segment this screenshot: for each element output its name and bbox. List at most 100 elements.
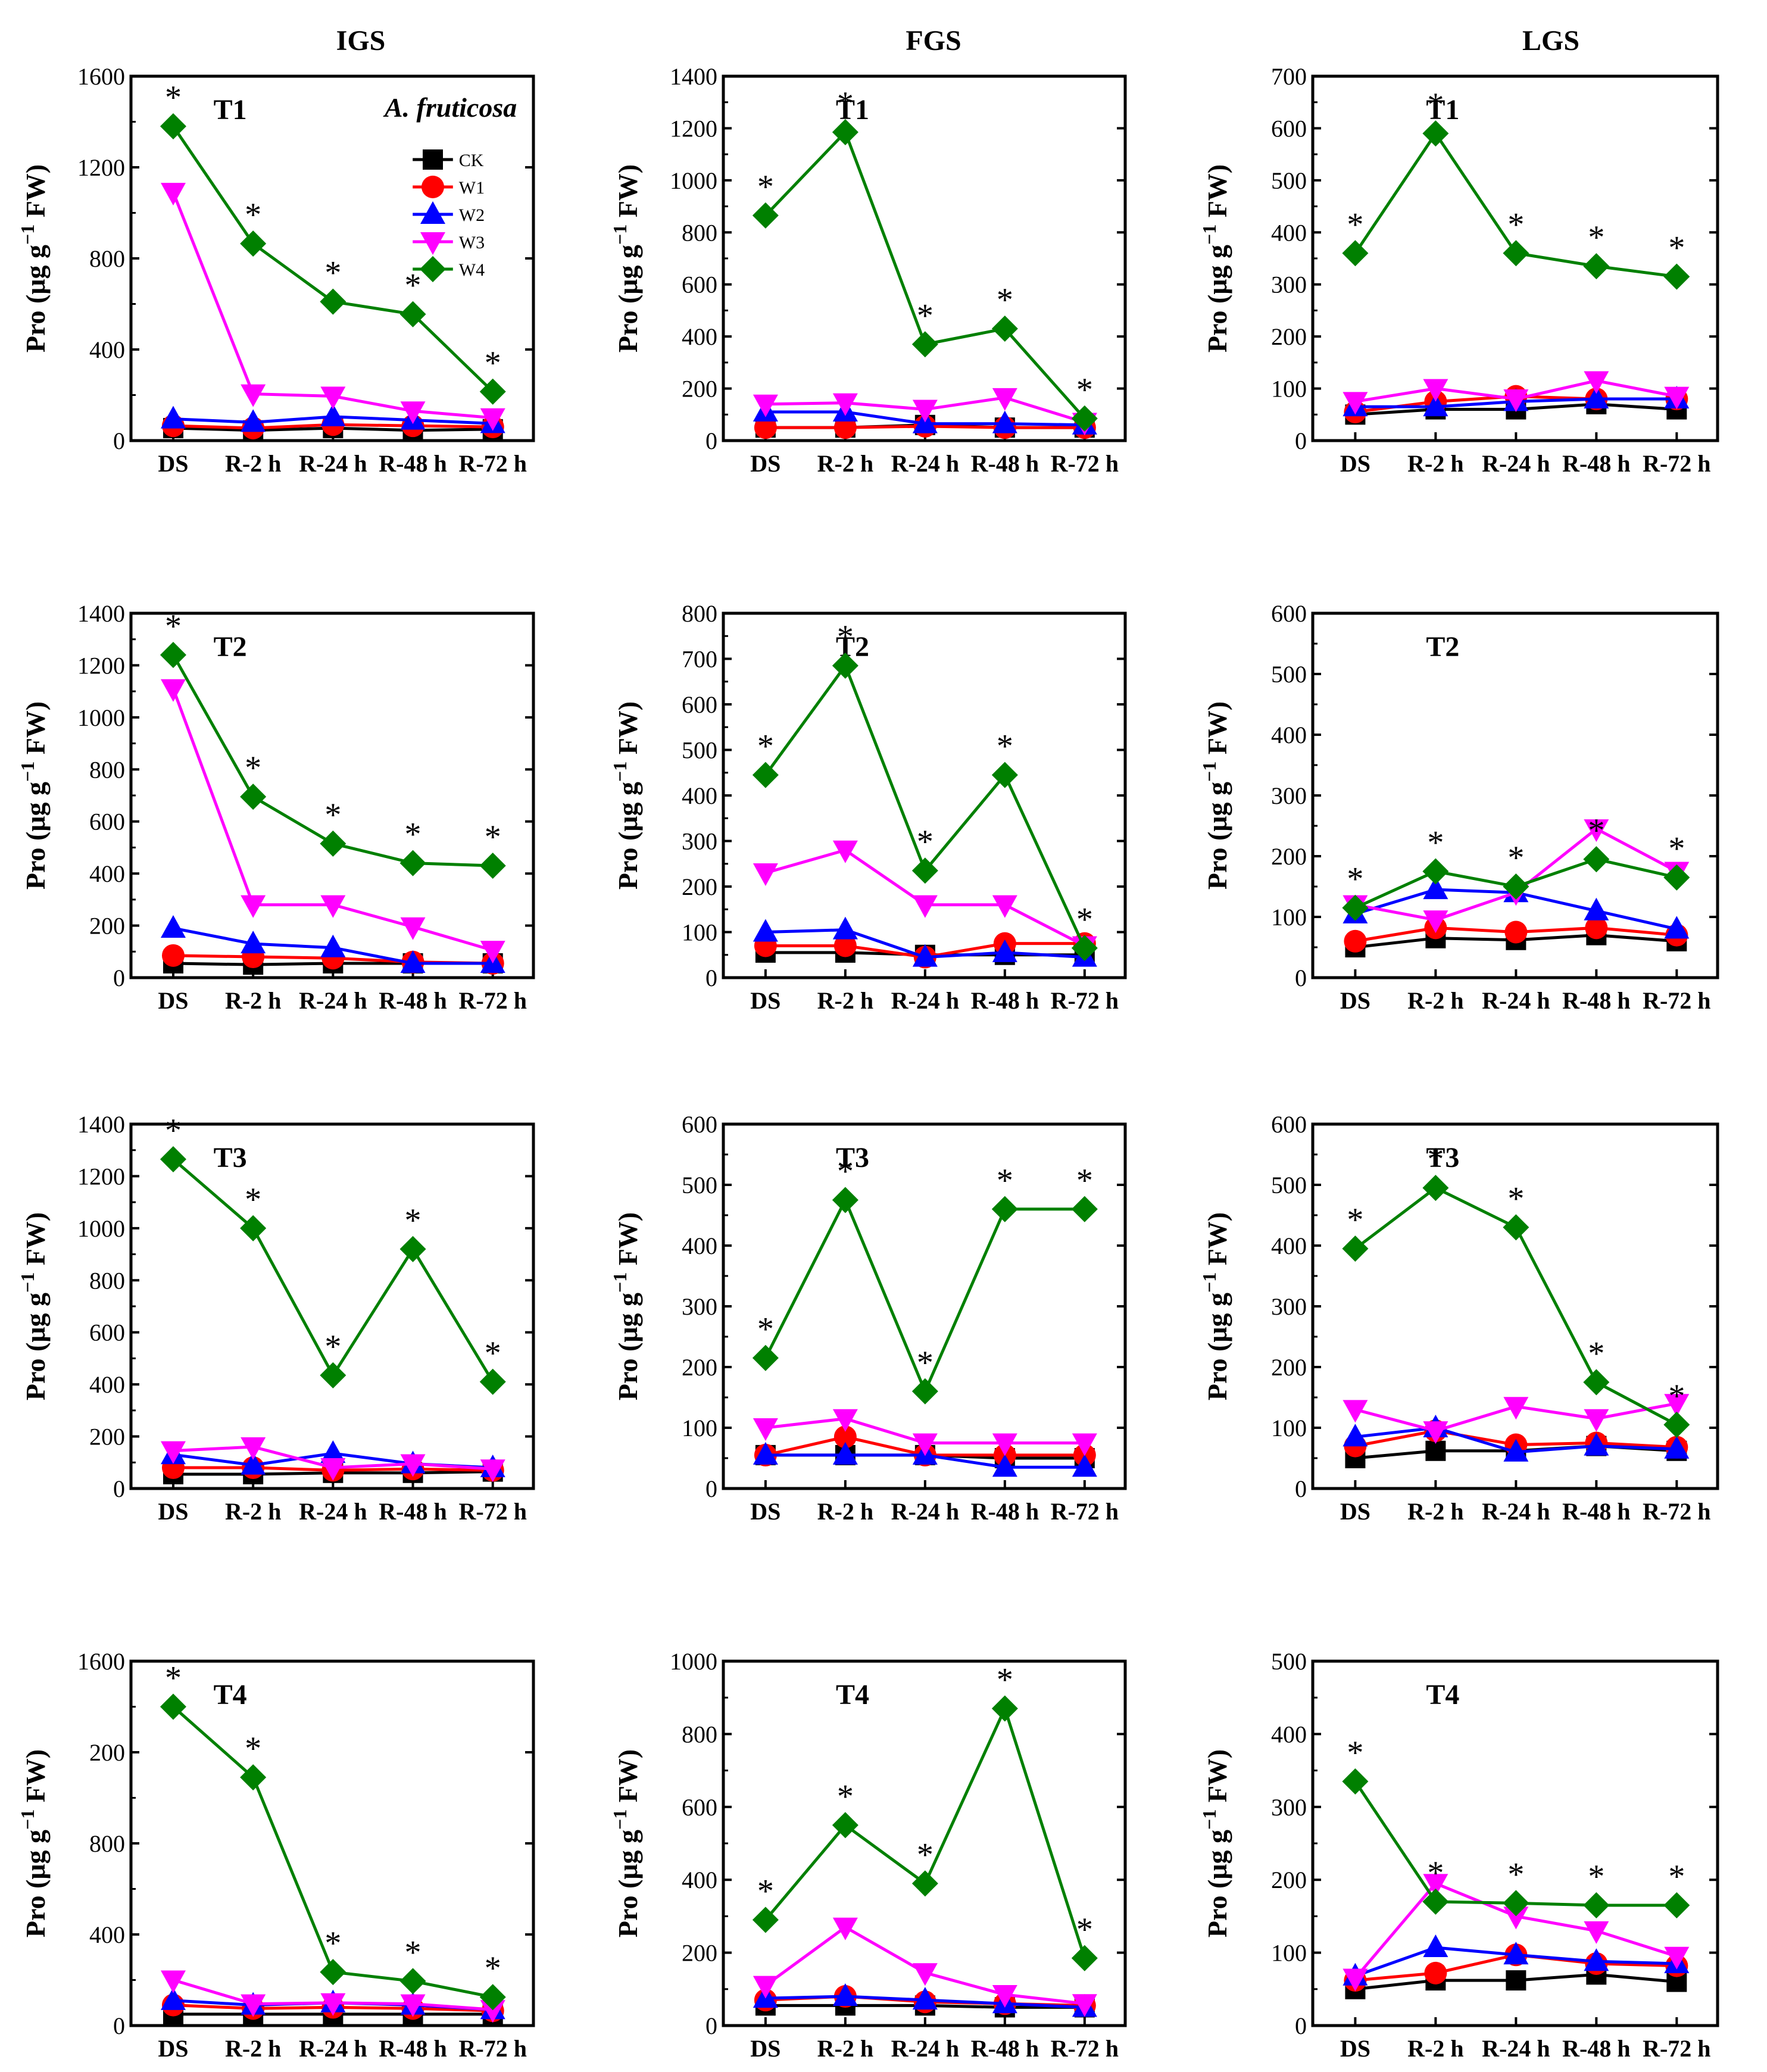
- significance-marker: *: [245, 1730, 261, 1767]
- y-tick-label: 600: [682, 272, 717, 298]
- significance-marker: *: [757, 168, 774, 205]
- data-point-w4: [160, 1693, 186, 1720]
- data-point-w3: [320, 1993, 346, 2016]
- data-point-w4: [1503, 873, 1529, 900]
- data-point-w4: [752, 1906, 779, 1933]
- series-w3: [160, 183, 505, 431]
- data-point-w3: [1664, 1394, 1690, 1417]
- data-point-w4: [1071, 1945, 1098, 1971]
- x-tick-label: R-2 h: [1407, 450, 1463, 477]
- series-w3: [160, 1970, 505, 2023]
- data-point-w2: [753, 1441, 778, 1465]
- data-point-w4: [1422, 1888, 1449, 1915]
- data-point-w3: [1503, 1397, 1529, 1420]
- data-point-w3: [1072, 1433, 1097, 1456]
- data-point-w1: [833, 416, 857, 439]
- data-point-w4: [1503, 1890, 1529, 1917]
- data-point-w2: [1584, 1433, 1609, 1456]
- legend-marker-w4: [420, 256, 446, 282]
- y-tick-label: 300: [1271, 782, 1307, 809]
- x-tick-label: R-2 h: [817, 987, 873, 1014]
- significance-marker: *: [1427, 825, 1444, 862]
- data-point-w3: [753, 863, 778, 887]
- panel-title: T1: [836, 94, 869, 126]
- y-tick-label: 0: [705, 965, 717, 991]
- y-tick-label: 400: [1271, 219, 1307, 246]
- significance-marker: *: [485, 1950, 501, 1987]
- data-point-w3: [753, 394, 778, 417]
- y-tick-label: 200: [89, 1739, 125, 1766]
- x-tick-label: DS: [158, 987, 188, 1014]
- y-tick-label: 1600: [77, 1648, 125, 1675]
- data-point-w2: [160, 915, 186, 938]
- y-tick-label: 1400: [77, 1111, 125, 1138]
- data-point-w3: [832, 1917, 858, 1940]
- y-tick-label: 100: [682, 1415, 717, 1441]
- chart-panel-fgs-t4: 0 200 400 600 800 1000 DS R-2 h R-24 h R-48 h R-72…: [609, 1648, 1127, 2062]
- data-point-w1: [1585, 916, 1608, 940]
- y-tick-label: 200: [1271, 323, 1307, 350]
- x-tick-label: R-2 h: [1407, 1498, 1463, 1525]
- y-axis-title-end: FW): [20, 164, 51, 224]
- data-point-w4: [1422, 1175, 1449, 1202]
- data-point-w4: [399, 1235, 426, 1262]
- data-point-w3: [1584, 371, 1609, 394]
- y-axis-title-main: Pro (μg g: [613, 1830, 643, 1937]
- significance-marker: *: [1668, 1378, 1685, 1415]
- y-axis-title-sup: −1: [609, 1272, 630, 1293]
- x-tick-label: R-48 h: [1562, 1498, 1630, 1525]
- data-point-w4: [1342, 1235, 1369, 1262]
- data-point-w2: [1664, 916, 1690, 939]
- x-tick-label: R-24 h: [891, 450, 959, 477]
- chart-panel-lgs-t3: 0 100 200 300 400 500 600 DS R-2 h R-24 h R-48 h R-…: [1198, 1111, 1719, 1525]
- y-tick-label: 400: [682, 323, 717, 350]
- series-w4: [1342, 120, 1690, 290]
- data-point-w3: [241, 895, 266, 918]
- significance-marker: *: [1588, 1858, 1604, 1895]
- y-tick-label: 400: [682, 1232, 717, 1259]
- data-point-w4: [479, 1984, 506, 2011]
- y-tick-label: 0: [113, 965, 125, 991]
- data-point-w4: [399, 850, 426, 876]
- chart-panel-lgs-t1: 0 100 200 300 400 500 600 700 DS R-2 h R-24 h R-48 …: [1198, 63, 1719, 477]
- y-axis-title-main: Pro (μg g: [20, 782, 51, 890]
- y-axis-title-sup: −1: [1198, 1809, 1220, 1830]
- x-tick-label: R-2 h: [225, 987, 281, 1014]
- data-point-w4: [160, 1146, 186, 1173]
- x-tick-label: R-48 h: [1562, 2035, 1630, 2062]
- significance-marker: *: [1347, 861, 1363, 898]
- y-tick-label: 200: [1271, 1867, 1307, 1893]
- y-tick-label: 400: [89, 1371, 125, 1398]
- y-tick-label: 800: [682, 600, 717, 627]
- x-tick-label: R-48 h: [379, 2035, 447, 2062]
- significance-marker: *: [324, 255, 341, 292]
- data-point-w1: [754, 416, 777, 439]
- series-w4: [1342, 1175, 1690, 1438]
- y-tick-label: 100: [1271, 1415, 1307, 1441]
- data-point-w2: [1584, 897, 1609, 920]
- significance-marker: *: [245, 1181, 261, 1218]
- data-point-w2: [1423, 876, 1448, 900]
- y-tick-label: 100: [682, 919, 717, 946]
- significance-marker: *: [917, 297, 934, 334]
- x-tick-label: DS: [750, 2035, 781, 2062]
- data-point-w3: [400, 1994, 426, 2017]
- y-axis-title: Pro (μg g−1 FW): [17, 1212, 51, 1400]
- y-tick-label: 200: [682, 1940, 717, 1967]
- data-point-w3: [912, 400, 938, 423]
- chart-panel-igs-t4: 0 400 800 200 1600 DS R-2 h R-24 h R-48 h R-72 h P…: [17, 1648, 535, 2062]
- data-point-w2: [832, 916, 858, 940]
- y-axis-title-main: Pro (μg g: [1202, 245, 1232, 352]
- data-point-w3: [1423, 1421, 1448, 1444]
- y-tick-label: 400: [1271, 722, 1307, 748]
- y-tick-label: 300: [1271, 272, 1307, 298]
- data-point-w2: [1664, 1436, 1690, 1459]
- x-tick-label: R-72 h: [1643, 987, 1710, 1014]
- data-point-w4: [1503, 1214, 1529, 1241]
- y-tick-label: 200: [682, 1354, 717, 1381]
- y-tick-label: 600: [89, 1319, 125, 1346]
- x-tick-label: DS: [158, 2035, 188, 2062]
- significance-marker: *: [757, 1873, 774, 1910]
- data-point-w3: [1584, 1921, 1609, 1944]
- x-tick-label: R-72 h: [1051, 1498, 1119, 1525]
